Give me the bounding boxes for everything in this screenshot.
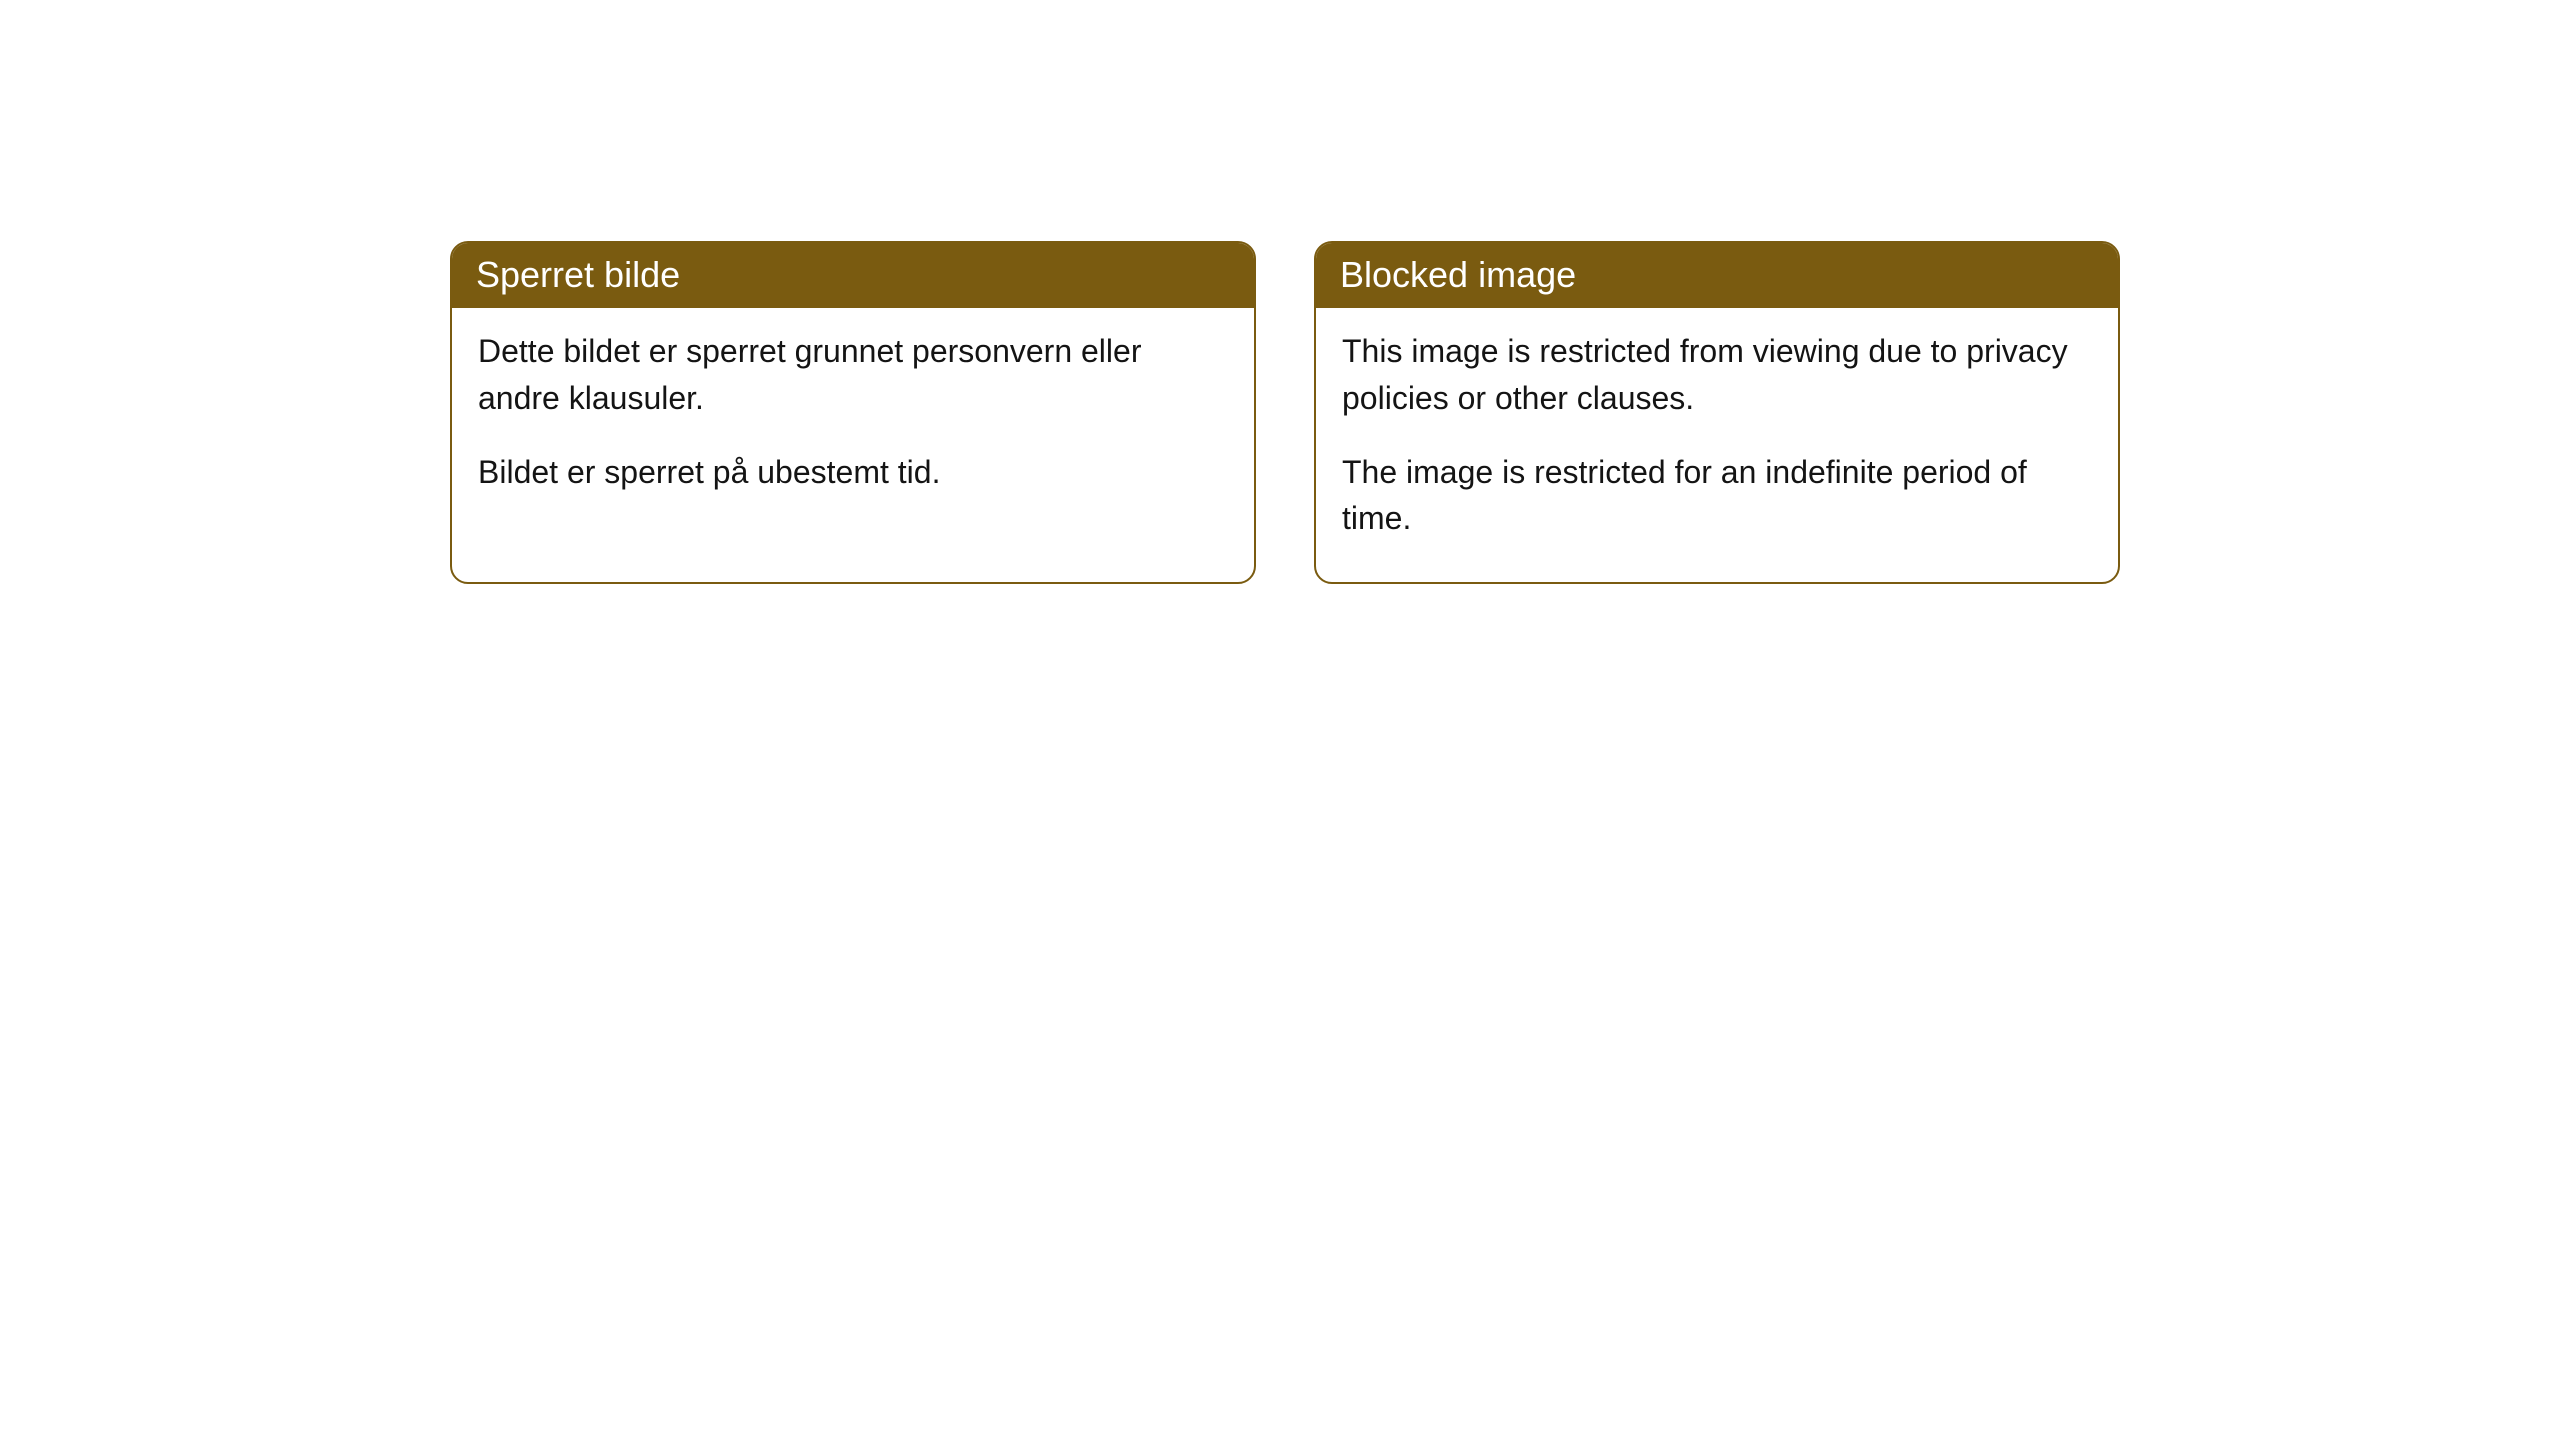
notice-cards-container: Sperret bilde Dette bildet er sperret gr… [450, 241, 2120, 584]
notice-card-english: Blocked image This image is restricted f… [1314, 241, 2120, 584]
card-header: Sperret bilde [452, 243, 1254, 308]
card-paragraph-2: Bildet er sperret på ubestemt tid. [478, 449, 1228, 495]
card-header: Blocked image [1316, 243, 2118, 308]
card-body: Dette bildet er sperret grunnet personve… [452, 308, 1254, 535]
card-paragraph-1: This image is restricted from viewing du… [1342, 328, 2092, 421]
card-paragraph-1: Dette bildet er sperret grunnet personve… [478, 328, 1228, 421]
card-body: This image is restricted from viewing du… [1316, 308, 2118, 582]
notice-card-norwegian: Sperret bilde Dette bildet er sperret gr… [450, 241, 1256, 584]
card-paragraph-2: The image is restricted for an indefinit… [1342, 449, 2092, 542]
